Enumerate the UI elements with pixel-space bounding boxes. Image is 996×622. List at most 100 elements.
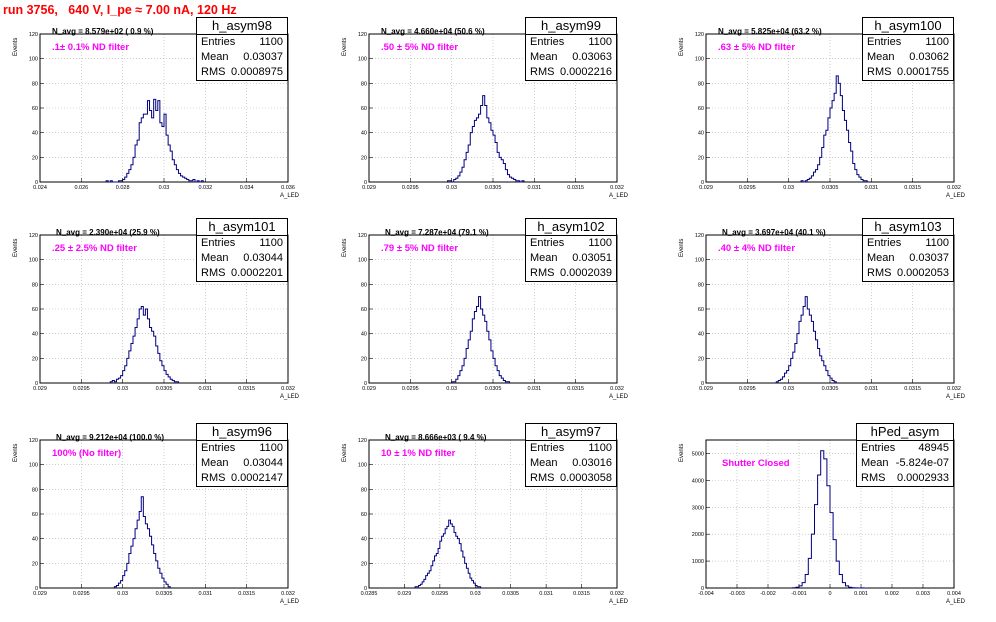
navg-label: N_avg = 9.212e+04 (100.0 %) [56, 433, 165, 442]
stats-row-entries: Entries 1100 [526, 236, 616, 251]
y-tick-label: 20 [698, 155, 704, 161]
y-tick-label: 80 [361, 487, 367, 493]
stats-row-mean: Mean 0.03037 [197, 50, 287, 65]
x-tick-label: 0.032 [610, 591, 624, 597]
x-tick-label: -0.003 [729, 591, 745, 597]
navg-label: N_avg = 7.287e+04 (79.1 %) [385, 228, 489, 237]
filter-label: .40 ± 4% ND filter [718, 243, 796, 254]
y-tick-label: 20 [698, 356, 704, 362]
plot-area: 0.029 0.0295 0.03 0.0305 0.031 0.0315 0.032 0 20… [29, 438, 295, 597]
x-tick-label: 0.03 [783, 185, 794, 191]
navg-label: N_avg = 4.660e+04 (50.6 %) [381, 27, 485, 36]
x-tick-label: 0.031 [198, 386, 212, 392]
stats-value-rms: 0.0002039 [560, 267, 612, 279]
stats-value-mean: 0.03063 [572, 51, 612, 63]
x-tick-label: 0.031 [864, 386, 878, 392]
x-tick-label: 0.03 [117, 386, 128, 392]
stats-row-mean: Mean 0.03044 [197, 251, 287, 266]
y-axis-title: Events [13, 37, 19, 56]
x-tick-label: 0.0315 [904, 386, 921, 392]
x-axis-title: A_LED [946, 394, 966, 400]
x-tick-label: 0.03 [446, 185, 457, 191]
y-tick-label: 40 [361, 537, 367, 543]
stats-value-mean: 0.03037 [243, 51, 283, 63]
plot-area: 0.029 0.0295 0.03 0.0305 0.031 0.0315 0.032 0 20… [29, 233, 295, 392]
x-tick-label: 0.0315 [904, 185, 921, 191]
stats-box: h_asym103 Entries 1100 Mean 0.03037 RMS 0.0002… [862, 218, 954, 282]
x-tick-label: 0.031 [527, 185, 541, 191]
x-tick-label: 0.03 [470, 591, 481, 597]
plot-area: -0.004 -0.003 -0.002 -0.001 0 0.001 0.002 0.003… [692, 439, 961, 597]
stats-label-rms: RMS [201, 66, 226, 78]
stats-row-rms: RMS 0.0002039 [526, 266, 616, 281]
histogram-panel-h_asym96: 0.029 0.0295 0.03 0.0305 0.031 0.0315 0.032 0 20… [13, 423, 299, 605]
x-tick-label: 0.0295 [431, 591, 448, 597]
stats-row-mean: Mean 0.03062 [863, 50, 953, 65]
stats-box: hPed_asym Entries 48945 Mean -5.824e-07 RMS 0.… [856, 423, 954, 487]
y-axis-title: Events [13, 443, 19, 462]
x-tick-label: 0.024 [33, 185, 47, 191]
x-tick-label: 0.0315 [238, 386, 255, 392]
y-tick-label: 0 [364, 586, 367, 592]
x-tick-label: 0.03 [159, 185, 170, 191]
histogram-panel-h_asym97: 0.0285 0.029 0.0295 0.03 0.0305 0.031 0.0315 0.… [342, 423, 628, 605]
stats-row-rms: RMS 0.0002147 [197, 471, 287, 486]
x-tick-label: 0.026 [74, 185, 88, 191]
y-tick-label: 40 [361, 131, 367, 137]
plot-area: 0.029 0.0295 0.03 0.0305 0.031 0.0315 0.032 0 20… [695, 32, 961, 191]
y-tick-label: 120 [358, 32, 367, 38]
x-tick-label: 0.0295 [402, 185, 419, 191]
stats-label-mean: Mean [530, 51, 558, 63]
x-tick-label: 0.001 [854, 591, 868, 597]
y-tick-label: 60 [361, 307, 367, 313]
stats-value-mean: 0.03016 [572, 457, 612, 469]
y-tick-label: 60 [32, 106, 38, 112]
x-tick-label: -0.004 [698, 591, 714, 597]
y-tick-label: 20 [32, 356, 38, 362]
stats-title: h_asym96 [197, 424, 287, 441]
y-tick-label: 80 [32, 81, 38, 87]
stats-value-rms: 0.0002147 [231, 472, 283, 484]
y-tick-label: 0 [701, 586, 704, 592]
stats-label-mean: Mean [861, 457, 889, 469]
stats-value-rms: 0.0003058 [560, 472, 612, 484]
x-tick-label: 0.0295 [402, 386, 419, 392]
x-axis-title: A_LED [609, 599, 629, 605]
stats-label-mean: Mean [867, 252, 895, 264]
stats-value-rms: 0.0008975 [231, 66, 283, 78]
y-tick-label: 80 [361, 282, 367, 288]
x-tick-label: 0.0305 [156, 386, 173, 392]
y-axis-title: Events [342, 238, 348, 257]
navg-label: N_avg = 3.697e+04 (40.1 %) [722, 228, 826, 237]
x-tick-label: 0.0315 [238, 591, 255, 597]
filter-label: .50 ± 5% ND filter [381, 42, 459, 53]
x-tick-label: 0.0305 [502, 591, 519, 597]
stats-row-mean: Mean 0.03037 [863, 251, 953, 266]
x-tick-label: -0.001 [791, 591, 807, 597]
stats-title: h_asym102 [526, 219, 616, 236]
x-tick-label: 0.0295 [73, 591, 90, 597]
y-tick-label: 80 [361, 81, 367, 87]
y-axis-title: Events [679, 37, 685, 56]
stats-label-mean: Mean [530, 457, 558, 469]
y-tick-label: 80 [32, 487, 38, 493]
x-tick-label: 0 [828, 591, 831, 597]
x-tick-label: 0.031 [539, 591, 553, 597]
x-tick-label: 0.0295 [73, 386, 90, 392]
stats-row-mean: Mean -5.824e-07 [857, 456, 953, 471]
stats-label-entries: Entries [530, 442, 565, 454]
x-tick-label: 0.0285 [361, 591, 378, 597]
x-tick-label: 0.0315 [567, 386, 584, 392]
y-tick-label: 60 [698, 106, 704, 112]
stats-label-rms: RMS [530, 267, 555, 279]
navg-label: N_avg = 5.825e+04 (63.2 %) [718, 27, 822, 36]
stats-value-entries: 1100 [259, 36, 283, 48]
x-tick-label: 0.0305 [822, 386, 839, 392]
x-tick-label: 0.0305 [822, 185, 839, 191]
x-tick-label: 0.029 [362, 185, 376, 191]
stats-value-mean: 0.03037 [909, 252, 949, 264]
x-axis-title: A_LED [280, 394, 300, 400]
y-axis-title: Events [13, 238, 19, 257]
y-axis-title: Events [679, 238, 685, 257]
x-tick-label: 0.032 [198, 185, 212, 191]
